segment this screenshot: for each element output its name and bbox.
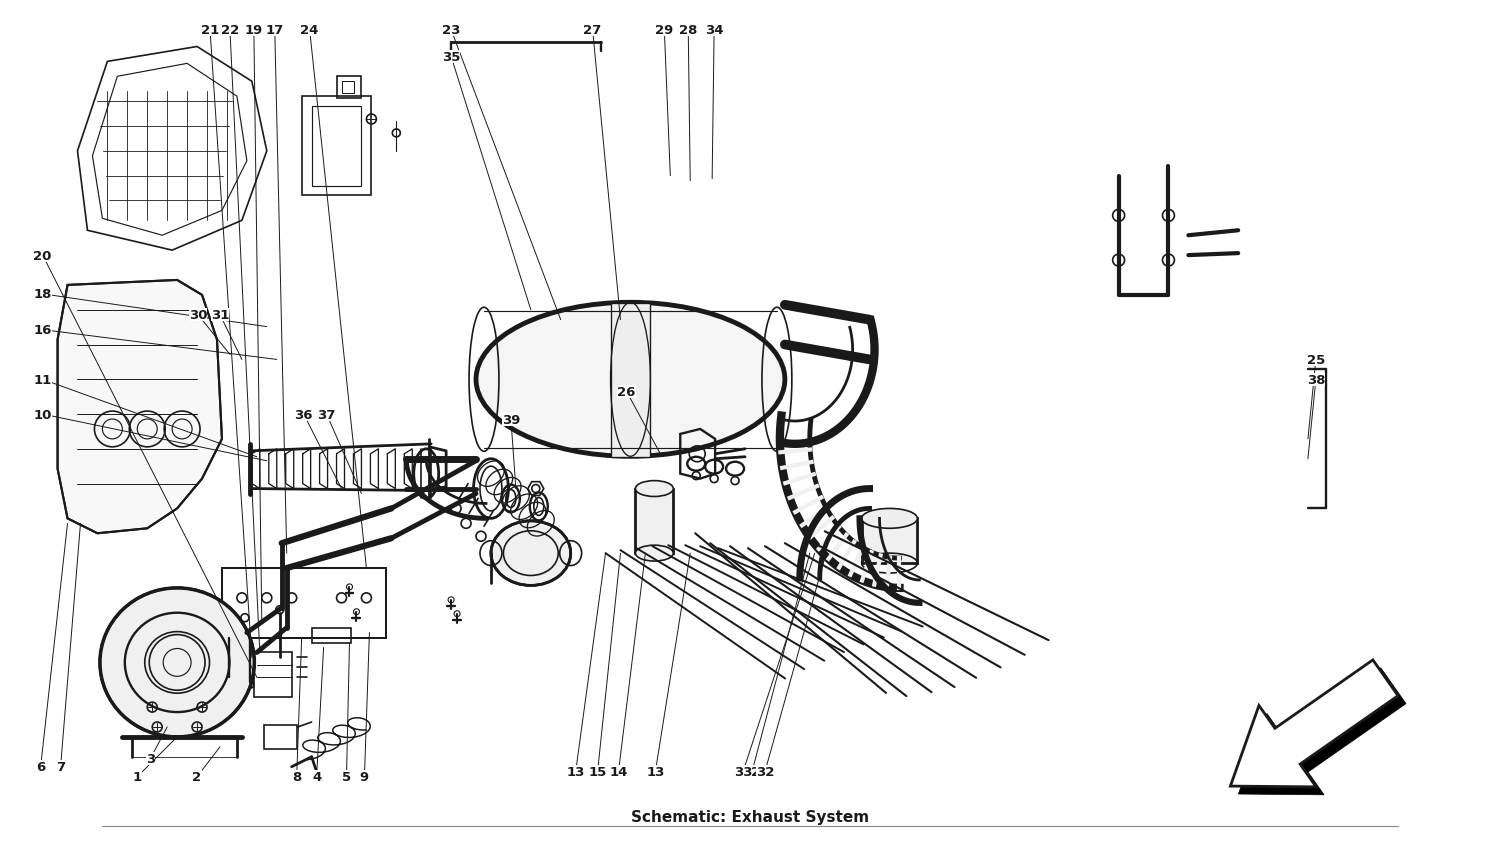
Text: 25: 25: [1306, 354, 1324, 366]
Text: 38: 38: [1306, 373, 1324, 387]
Ellipse shape: [476, 303, 784, 457]
Text: 27: 27: [584, 24, 602, 37]
Text: 4: 4: [312, 771, 321, 783]
Text: 14: 14: [609, 766, 627, 778]
Text: Schematic: Exhaust System: Schematic: Exhaust System: [632, 809, 868, 824]
Text: 32: 32: [756, 766, 774, 778]
Text: 35: 35: [442, 51, 460, 64]
Text: 37: 37: [318, 408, 336, 421]
Text: 29: 29: [656, 24, 674, 37]
Text: 13: 13: [646, 766, 664, 778]
Polygon shape: [1239, 668, 1406, 795]
Text: 13: 13: [567, 766, 585, 778]
Bar: [636, 489, 674, 554]
Text: 12: 12: [742, 766, 760, 778]
Text: 3: 3: [146, 752, 154, 766]
Polygon shape: [1230, 660, 1398, 787]
Ellipse shape: [100, 588, 255, 737]
Text: 9: 9: [360, 771, 369, 783]
Text: 18: 18: [33, 288, 53, 301]
Circle shape: [276, 606, 284, 614]
Ellipse shape: [861, 509, 918, 528]
Text: 24: 24: [300, 24, 320, 37]
Text: 15: 15: [588, 766, 606, 778]
Text: 26: 26: [618, 385, 636, 398]
Bar: [336, 77, 362, 99]
Bar: [342, 82, 354, 94]
Ellipse shape: [636, 481, 674, 497]
Text: 5: 5: [342, 771, 351, 783]
Polygon shape: [57, 280, 222, 533]
Text: 7: 7: [56, 760, 64, 773]
Bar: [861, 519, 918, 564]
Bar: [610, 304, 651, 457]
Text: 36: 36: [294, 408, 314, 421]
Text: 28: 28: [680, 24, 698, 37]
Text: 31: 31: [211, 309, 230, 322]
Text: 1: 1: [132, 771, 142, 783]
Text: 17: 17: [266, 24, 284, 37]
Ellipse shape: [636, 545, 674, 561]
Text: 6: 6: [36, 760, 45, 773]
Text: 30: 30: [189, 309, 207, 322]
Text: 34: 34: [705, 24, 723, 37]
Text: 11: 11: [33, 373, 53, 387]
Text: 2: 2: [192, 771, 201, 783]
Text: 8: 8: [292, 771, 302, 783]
Text: 23: 23: [442, 24, 460, 37]
Text: 39: 39: [501, 413, 520, 426]
Text: 22: 22: [220, 24, 238, 37]
Text: 19: 19: [244, 24, 262, 37]
Ellipse shape: [490, 522, 570, 586]
Text: 20: 20: [33, 249, 53, 262]
Text: 33: 33: [734, 766, 753, 778]
Text: 21: 21: [201, 24, 219, 37]
Text: 10: 10: [33, 408, 53, 421]
Text: 16: 16: [33, 324, 53, 337]
